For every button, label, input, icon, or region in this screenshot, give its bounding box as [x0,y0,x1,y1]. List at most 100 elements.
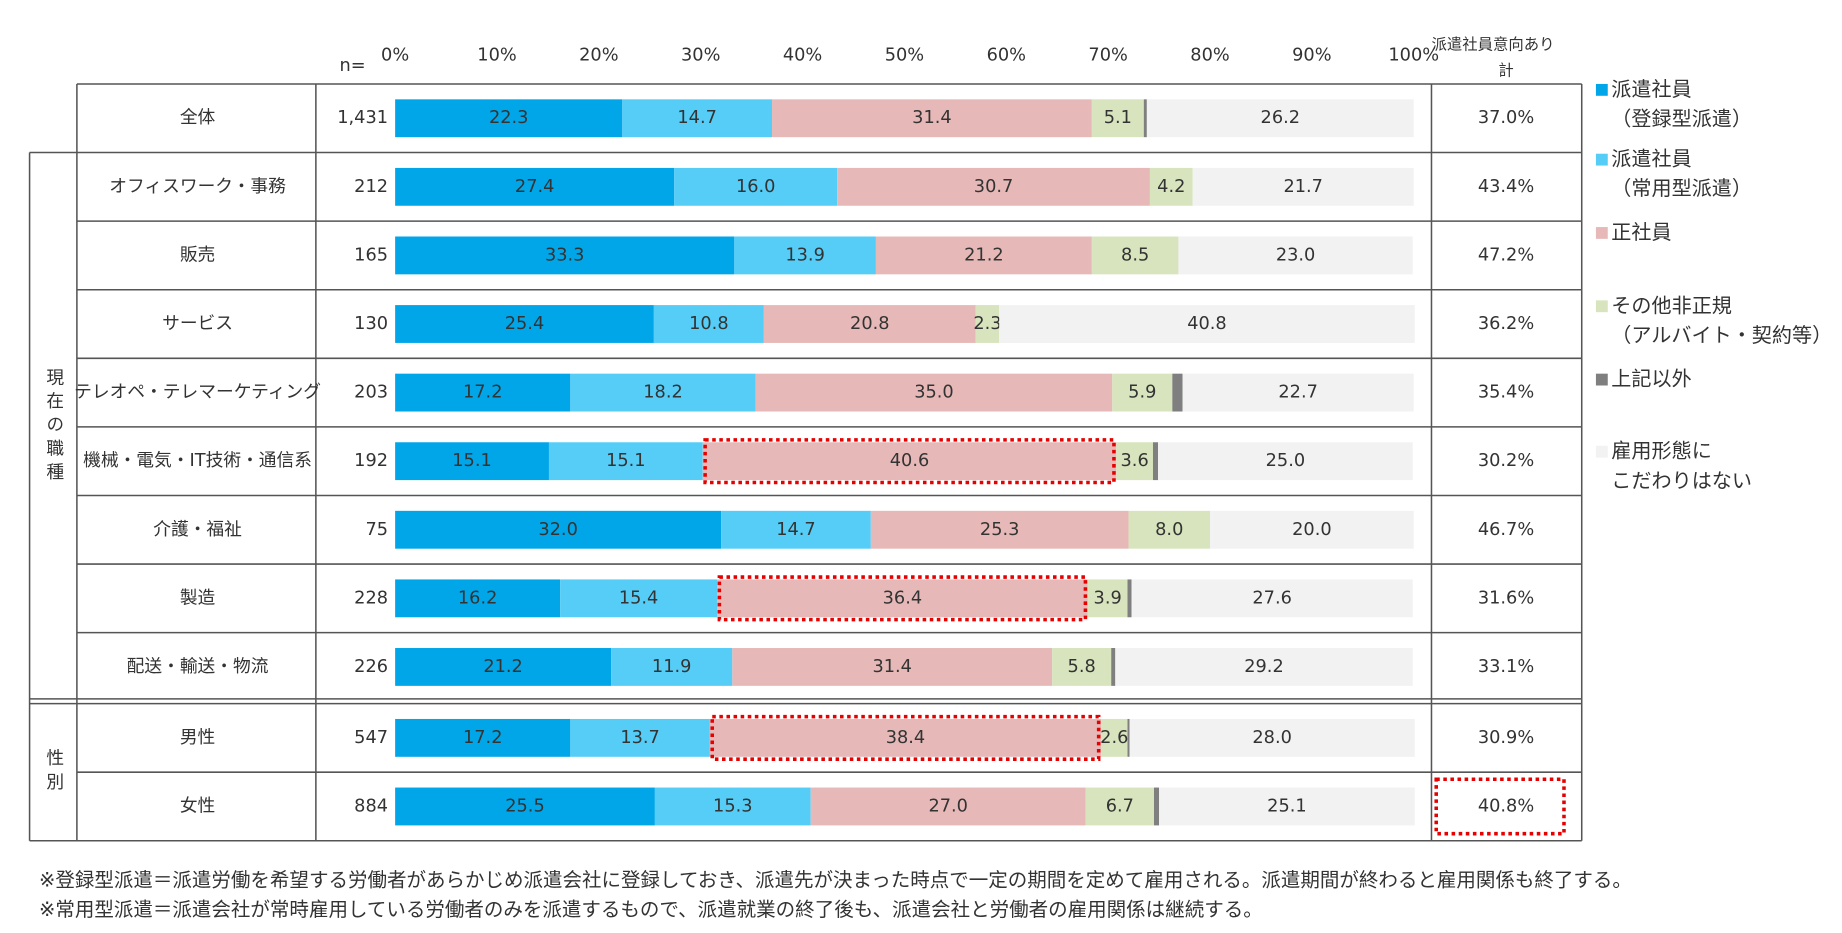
bar-segment [395,236,735,275]
group-label: 現在の職種 [43,368,64,486]
data-label: 40.6 [890,451,930,471]
bar-segment [570,718,710,757]
data-label: 16.2 [458,588,498,608]
bar-segment [1116,442,1153,481]
data-label: 22.7 [1278,383,1318,403]
data-label: 16.0 [736,177,776,197]
bar-segment [395,510,722,549]
bar-segment [1149,167,1193,206]
bar-segment [717,579,1088,618]
data-label: 36.4 [883,588,923,608]
legend-swatch [1595,445,1608,458]
x-tick-label: 70% [1088,46,1127,66]
bar-segment [1143,99,1147,138]
category-label: 配送・輸送・物流 [127,656,269,677]
bar-segment [674,167,838,206]
bar-segment [1085,787,1154,826]
x-tick-label: 40% [783,46,822,66]
total-value: 30.2% [1478,451,1534,471]
bar-segment [975,305,1000,343]
data-label: 4.2 [1157,177,1185,197]
data-label: 25.1 [1267,796,1307,816]
n-value: 203 [354,383,388,403]
x-tick-label: 20% [579,46,618,66]
bar-segment [1158,442,1413,481]
bar-segment [622,99,773,138]
data-label: 20.0 [1292,520,1332,540]
total-value: 36.2% [1478,314,1534,334]
n-value: 130 [354,314,388,334]
total-value: 31.6% [1478,588,1534,608]
bar-segment [1101,718,1128,757]
bar-segment [1115,648,1413,686]
data-label: 21.7 [1283,177,1323,197]
footnote: ※常用型派遣＝派遣会社が常時雇用している労働者のみを派遣するもので、派遣就業の終… [39,898,1263,921]
data-label: 13.7 [620,728,660,748]
bar-segment [1128,510,1211,549]
bar-segment [395,718,571,757]
data-label: 38.4 [886,728,926,748]
data-label: 33.3 [545,245,585,265]
bar-segment [1087,579,1128,618]
bar-segment [1178,236,1413,275]
bar-segment [810,787,1086,826]
data-label: 27.4 [515,177,555,197]
bar-segment [1131,579,1413,618]
legend-label: 雇用形態にこだわりはない [1611,438,1752,492]
data-label: 17.2 [463,383,503,403]
x-tick-label: 60% [987,46,1026,66]
bar-segment [732,648,1053,686]
category-label: 女性 [180,795,215,816]
legend-swatch [1595,227,1608,239]
total-value: 46.7% [1478,520,1534,540]
data-label: 22.3 [489,108,529,128]
bar-segment [395,648,612,686]
bar-segment [1112,373,1173,412]
data-label: 8.5 [1121,245,1149,265]
data-label: 15.3 [713,796,753,816]
x-tick-label: 30% [681,46,720,66]
data-label: 25.0 [1266,451,1306,471]
category-label: 男性 [180,727,215,748]
legend-label: 派遣社員（登録型派遣） [1611,76,1752,130]
bar-segment [395,442,549,481]
data-label: 14.7 [677,108,717,128]
bar-segment [772,99,1092,138]
category-label: オフィスワーク・事務 [109,176,286,197]
legend-swatch [1595,373,1608,386]
bar-segment [1111,648,1116,686]
bar-segment [734,236,876,275]
n-value: 884 [354,796,388,816]
bar-segment [1127,718,1130,757]
n-header: n= [340,56,366,76]
bar-segment [1052,648,1112,686]
data-label: 17.2 [463,728,503,748]
category-label: サービス [162,313,233,334]
total-value: 35.4% [1478,383,1534,403]
data-label: 40.8 [1187,314,1227,334]
total-value: 43.4% [1478,177,1534,197]
bar-segment [1129,718,1415,757]
data-label: 26.2 [1261,108,1301,128]
data-label: 15.1 [452,451,492,471]
legend-swatch [1595,83,1608,96]
data-label: 5.1 [1104,108,1132,128]
total-value: 47.2% [1478,245,1534,265]
n-value: 226 [354,657,388,677]
bar-segment [721,510,871,549]
bar-segment [1146,99,1414,138]
bar-segment [755,373,1113,412]
x-tick-label: 0% [381,46,409,66]
x-tick-label: 10% [477,46,516,66]
bar-segment [653,305,764,343]
category-label: 製造 [180,587,216,608]
x-tick-label: 80% [1190,46,1229,66]
bar-segment [560,579,718,618]
data-label: 29.2 [1244,657,1284,677]
bar-segment [654,787,811,826]
bar-segment [1153,787,1160,826]
total-value: 40.8% [1478,796,1534,816]
bar-segment [1192,167,1414,206]
bar-segment [1159,787,1415,826]
